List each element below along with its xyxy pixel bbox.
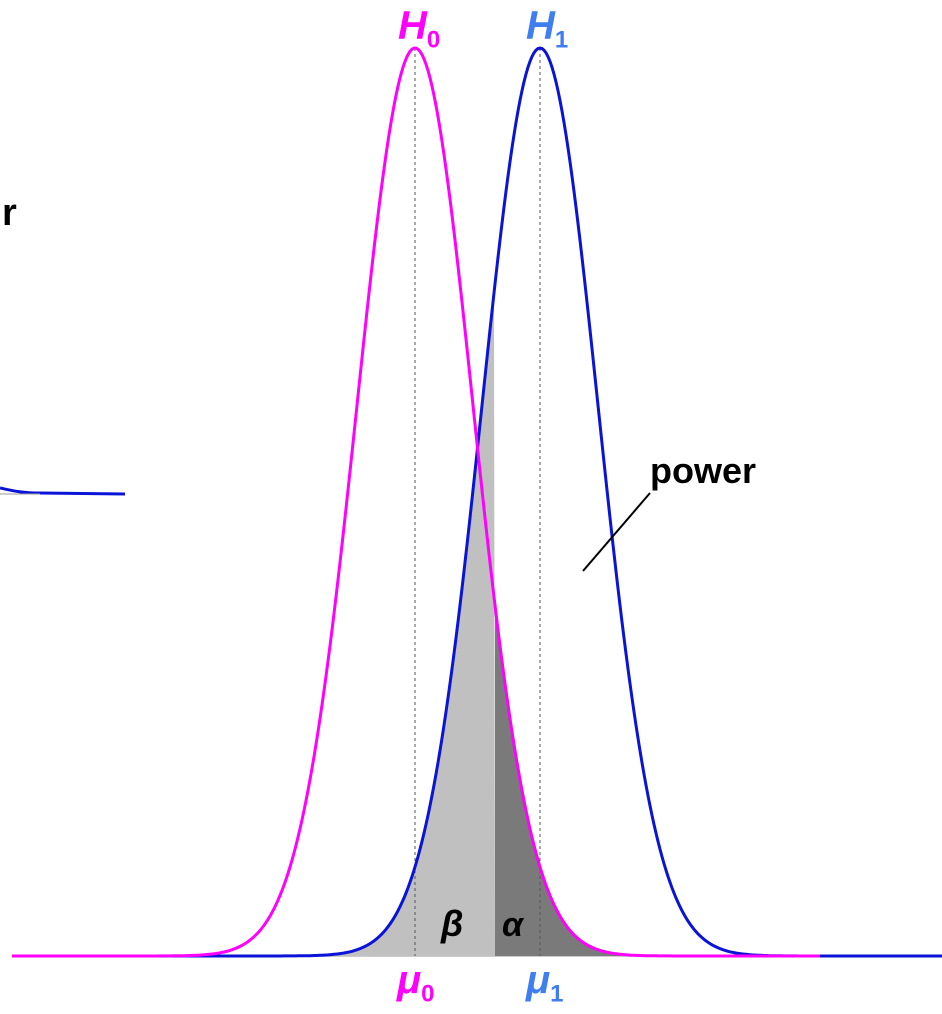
beta-region xyxy=(140,293,495,956)
partial-left-label: r xyxy=(2,192,17,234)
alpha-region xyxy=(495,605,820,956)
alpha-label: α xyxy=(502,906,524,944)
beta-label: β xyxy=(441,903,464,944)
partial-left-curve xyxy=(0,486,126,496)
h1-label: H1 xyxy=(526,4,569,54)
h0-label: H0 xyxy=(398,4,441,54)
mu1-label: μ1 xyxy=(526,958,564,1008)
power-label: power xyxy=(650,450,757,491)
mu0-label: μ0 xyxy=(397,958,435,1008)
h0-distribution-curve xyxy=(12,46,820,958)
power-pointer-line xyxy=(582,492,651,572)
h1-distribution-curve xyxy=(140,46,942,958)
